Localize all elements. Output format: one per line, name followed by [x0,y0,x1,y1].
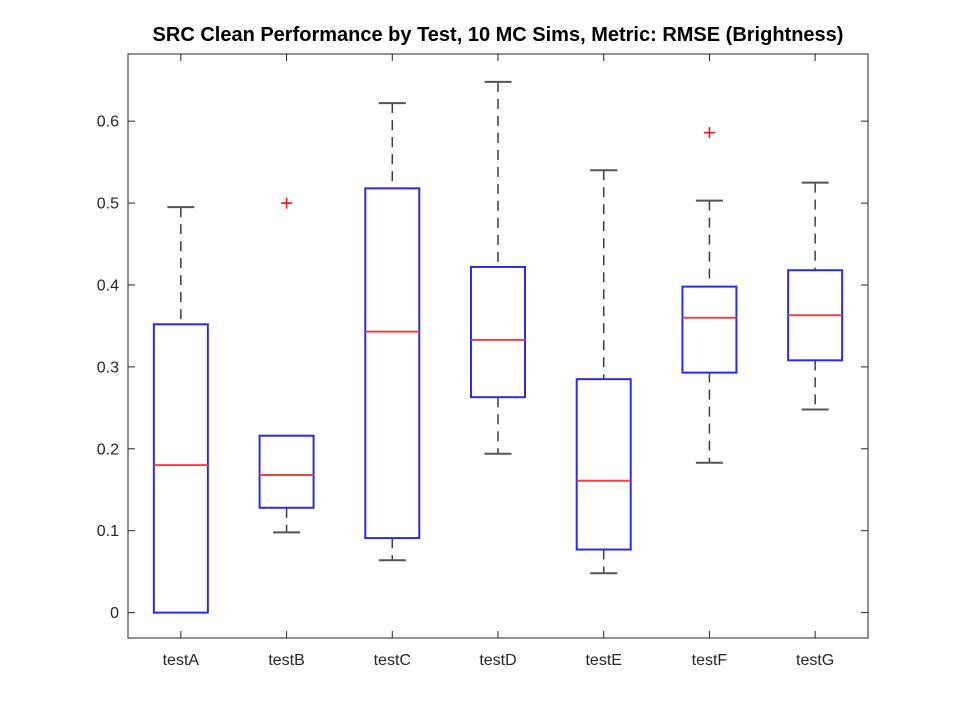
iqr-box [364,187,421,540]
x-axis-tick-label: testG [796,652,834,669]
y-axis-tick-label: 0 [110,605,119,622]
y-axis-tick-label: 0.3 [97,359,119,376]
y-axis-tick-label: 0.4 [97,277,119,294]
y-axis-tick-label: 0.2 [97,441,119,458]
x-axis-tick-label: testF [692,652,728,669]
x-axis-tick-label: testE [585,652,621,669]
y-axis-tick-label: 0.5 [97,196,119,213]
x-axis-tick-label: testD [479,652,516,669]
iqr-box [575,378,632,551]
iqr-box [152,323,209,614]
x-axis-tick-label: testC [374,652,411,669]
chart-title: SRC Clean Performance by Test, 10 MC Sim… [152,24,844,46]
y-axis-tick-label: 0.6 [97,114,119,131]
iqr-box [681,285,738,374]
iqr-box [258,434,315,509]
y-axis-tick-label: 0.1 [97,523,119,540]
x-axis-tick-label: testB [268,652,304,669]
x-axis-tick-label: testA [163,652,200,669]
iqr-box [470,265,526,399]
